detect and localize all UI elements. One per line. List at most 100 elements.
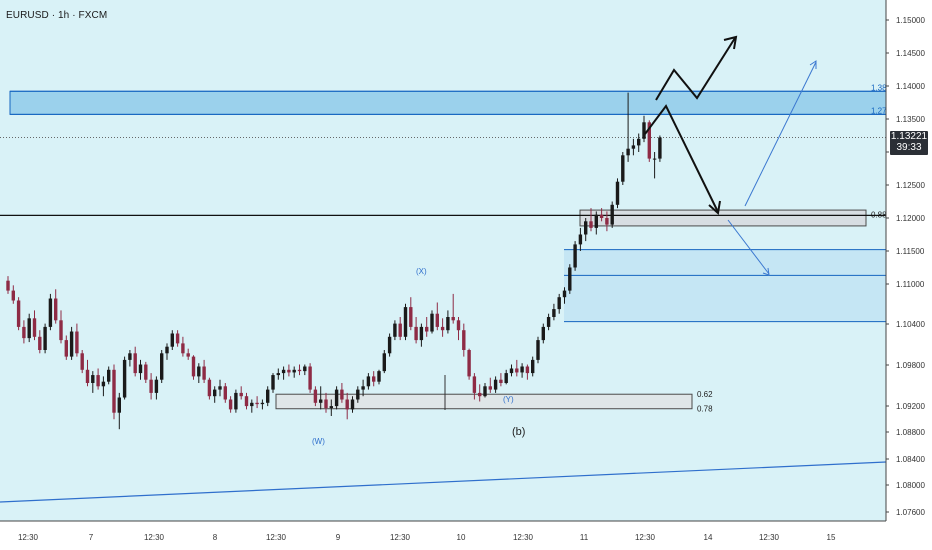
candle-body	[631, 145, 636, 149]
candle-body	[149, 379, 153, 393]
candle-body	[213, 389, 217, 397]
bearish-projection-arrow	[644, 104, 719, 213]
trend-line	[0, 461, 887, 503]
time-axis-panel	[0, 521, 932, 550]
blue-zone-lower	[564, 249, 886, 322]
candle-body	[239, 392, 243, 397]
fib-zone-top	[9, 90, 887, 115]
candle-body	[387, 336, 392, 354]
bearish-arrowhead	[708, 200, 721, 215]
candle-body	[509, 368, 514, 374]
y-tick-label: 1.11500	[896, 247, 925, 256]
symbol-title: EURUSD · 1h · FXCM	[6, 10, 108, 21]
blue-up-arrow	[744, 61, 817, 207]
candle-body	[382, 353, 386, 372]
blue-up-arrowhead	[809, 60, 817, 69]
x-tick-label: 10	[457, 533, 466, 542]
x-tick-label: 8	[213, 533, 218, 542]
candle-body	[637, 138, 641, 146]
candle-body	[340, 389, 344, 400]
candle-body	[541, 326, 545, 341]
x-tick-label: 15	[827, 533, 836, 542]
candle-body	[48, 298, 53, 327]
candle-body	[260, 402, 265, 405]
candle-body	[313, 389, 318, 403]
candle-body	[324, 399, 328, 409]
y-tick-label: 1.09800	[896, 361, 925, 370]
y-tick-label: 1.10400	[896, 320, 925, 329]
candle-body	[552, 309, 556, 317]
candle-body	[191, 356, 196, 377]
candle-body	[165, 346, 169, 354]
candle-body	[16, 300, 21, 327]
candle-body	[504, 373, 508, 383]
candle-body	[271, 375, 275, 390]
candle-body	[403, 307, 408, 337]
candle-body	[562, 290, 567, 298]
x-tick-label: 14	[704, 533, 713, 542]
x-tick-label: 11	[580, 533, 589, 542]
x-tick-label: 12:30	[513, 533, 534, 542]
candle-body	[64, 340, 68, 357]
candle-body	[160, 353, 164, 380]
blue-down-arrow	[727, 219, 770, 275]
y-tick-label: 1.07600	[896, 508, 925, 517]
wave-label-w: (W)	[312, 437, 325, 446]
last-price-tag: 1.13221 39:33	[890, 131, 928, 156]
candle-body	[605, 218, 609, 225]
candle-body	[536, 340, 540, 360]
candle-body	[329, 406, 333, 409]
candle-body	[276, 373, 280, 376]
y-tick-label: 1.14500	[896, 49, 925, 58]
candle-body	[250, 402, 254, 407]
x-tick-label: 12:30	[759, 533, 780, 542]
x-tick-label: 12:30	[18, 533, 39, 542]
wave-label-y: (Y)	[503, 395, 514, 404]
candle-body	[303, 366, 307, 372]
candle-body	[467, 350, 471, 377]
candle-body	[11, 290, 15, 301]
wave-label-x: (X)	[416, 267, 427, 276]
candle-body	[228, 399, 233, 410]
candle-body	[281, 369, 286, 374]
candle-body	[652, 158, 657, 160]
candle-body	[154, 379, 159, 393]
candle-body	[478, 392, 482, 397]
candle-body	[647, 122, 651, 159]
y-tick-label: 1.09200	[896, 402, 925, 411]
fib-label-1.27: 1.27	[871, 106, 887, 115]
x-tick-label: 7	[89, 533, 94, 542]
y-tick-label: 1.08800	[896, 428, 925, 437]
candle-body	[361, 386, 365, 390]
candle-body	[244, 396, 249, 407]
candle-body	[223, 386, 227, 400]
y-tick-label: 1.14000	[896, 82, 925, 91]
fib-label-0.78: 0.78	[697, 405, 713, 414]
candle-body	[658, 137, 662, 159]
candle-body	[594, 214, 598, 228]
candle-body	[107, 369, 111, 382]
candle-body	[186, 353, 190, 357]
candle-body	[525, 366, 530, 374]
candle-body	[101, 381, 106, 387]
candle-body	[462, 330, 466, 350]
candle-body	[621, 155, 625, 182]
candle-body	[27, 318, 31, 339]
candle-body	[488, 386, 492, 390]
candle-body	[377, 371, 381, 382]
candle-body	[409, 307, 413, 327]
candle-body	[568, 267, 572, 291]
candle-body	[520, 366, 524, 373]
candle-body	[515, 368, 519, 373]
candle-body	[308, 366, 312, 390]
x-tick-label: 9	[336, 533, 341, 542]
candle-body	[207, 379, 212, 397]
candle-body	[218, 386, 222, 390]
candle-body	[456, 320, 461, 331]
candle-body	[6, 280, 10, 291]
candle-body	[170, 333, 174, 347]
candle-body	[419, 326, 424, 341]
candle-body	[372, 376, 376, 382]
candle-body	[32, 318, 37, 337]
